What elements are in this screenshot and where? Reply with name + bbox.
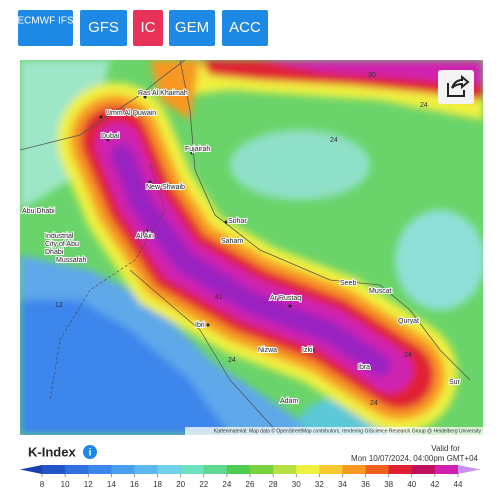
tick-label: 30 [292,480,301,489]
colorbar-segment [134,465,159,474]
place-label: Industrial [45,233,74,240]
place-label: Adam [280,398,298,405]
tick-label: 32 [315,480,324,489]
tab-label: GFS [88,19,119,36]
share-bg [438,70,474,104]
attribution: Kartenmaterial: Map data © OpenStreetMap… [214,427,482,434]
colorbar-segment [296,465,320,474]
place-label: Ar Rustaq [270,295,301,302]
colorbar-segment [42,465,66,474]
place-label: Izki [302,347,313,354]
contour-label: 24 [370,400,378,407]
tab-label: ACC [229,19,261,36]
colorbar-segment [226,465,251,474]
contour-label: 24 [330,137,338,144]
tick-label: 20 [176,480,185,489]
tick-label: 16 [130,480,139,489]
share-icon [447,74,470,97]
tab[interactable] [222,10,268,46]
tick-label: 10 [61,480,70,489]
tab[interactable] [80,10,127,46]
colorbar-segment [111,465,135,474]
place-label: Sohar [228,218,247,225]
place-label: Ibri [195,322,205,329]
place-label: Abu Dhabi [22,208,55,215]
tab-label: ECMWF IFS [17,16,73,27]
tab-active[interactable] [133,10,163,46]
tick-label: 38 [384,480,393,489]
model-tabs: ECMWF IFS GFS IC GEM ACC [17,10,268,46]
share-button[interactable] [438,70,474,104]
place-label: New Shwaib [146,184,185,191]
contour-label: 12 [55,302,63,309]
info-glyph: i [89,448,92,459]
place-label: Dubai [101,133,120,140]
place-label: Mussafah [56,257,86,264]
contour-label: 24 [404,352,412,359]
colorbar-segment [157,465,182,474]
tick-label: 42 [430,480,439,489]
tick-label: 8 [40,480,45,489]
colorbar-segment [434,465,459,474]
colorbar-segment [250,465,274,474]
info-icon[interactable] [83,445,97,459]
colorbar-segment [319,465,343,474]
place-label: Sur [449,379,461,386]
tab[interactable] [169,10,215,46]
tick-label: 24 [222,480,231,489]
tick-label: 12 [84,480,93,489]
colorbar-end [458,465,480,474]
valid-label: Valid for [431,444,460,453]
tick-label: 22 [199,480,208,489]
legend: K-Index i Valid for Mon 10/07/2024, 04:0… [20,444,480,489]
tab[interactable] [18,10,73,46]
colorbar: 8 10 12 14 16 18 20 22 24 26 28 30 32 34 36 38 40 42 44 [20,465,480,489]
tab-label: GEM [175,19,209,36]
tick-label: 26 [246,480,255,489]
colorbar-segment [411,465,436,474]
valid-time: Mon 10/07/2024, 04:00pm GMT+04 [351,454,479,463]
tab-label: IC [141,19,156,36]
colorbar-segment [273,465,297,474]
tick-label: 34 [338,480,347,489]
place-label: Nizwa [258,347,277,354]
place-label: Quryat [398,318,419,325]
colorbar-segment [342,465,367,474]
place-label: Muscat [369,288,392,295]
place-label: Saham [221,238,243,245]
place-label: Al Ain [136,233,154,240]
contour-label: 24 [420,102,428,109]
tick-label: 28 [269,480,278,489]
tick-label: 18 [153,480,162,489]
tick-label: 40 [407,480,416,489]
tick-label: 14 [107,480,116,489]
contour-label: 30 [368,72,376,79]
place-label: Umm Al Quwain [106,110,156,117]
colorbar-end [20,465,42,474]
colorbar-segment [203,465,228,474]
colorbar-segment [365,465,390,474]
tick-label: 36 [361,480,370,489]
colorbar-segment [65,465,89,474]
colorbar-segment [388,465,413,474]
contour-label: 41 [215,294,223,301]
place-label: Ibra [358,364,370,371]
place-label: Dhabi [45,249,64,256]
place-label: Fujairah [185,146,210,153]
place-label: City of Abu [45,241,79,248]
legend-title: K-Index [28,444,76,459]
colorbar-segment [180,465,205,474]
contour-label: 24 [228,357,236,364]
colorbar-segment [88,465,112,474]
place-label: Ras Al Khaimah [138,90,188,97]
map: Ras Al Khaimah Umm Al Quwain Dubai Fujai… [20,60,483,435]
place-label: Seeb [340,280,356,287]
tick-label: 44 [454,480,463,489]
